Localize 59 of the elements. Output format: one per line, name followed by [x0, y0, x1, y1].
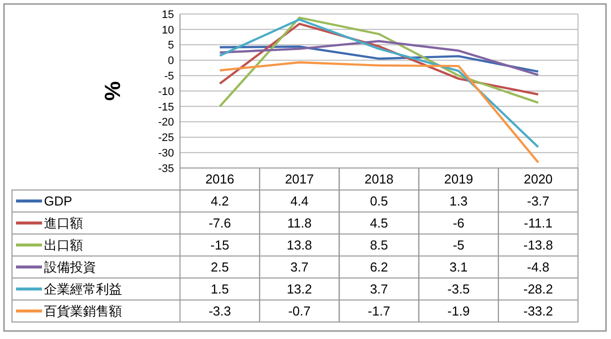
x-tick-label: 2016	[205, 172, 234, 187]
y-tick-label: -10	[158, 86, 174, 98]
y-tick-label: -35	[158, 162, 174, 175]
y-tick-label: 5	[168, 40, 174, 52]
data-label: 6.2	[370, 260, 388, 275]
y-axis-title: %	[100, 81, 125, 101]
y-tick-label: 0	[168, 55, 174, 68]
data-label: -6	[452, 216, 464, 231]
legend-label: GDP	[44, 194, 72, 209]
data-label: -3.3	[208, 304, 232, 319]
data-label: 13.8	[286, 238, 312, 253]
data-label: 8.5	[370, 238, 388, 253]
y-tick-label: 10	[162, 24, 174, 36]
x-tick-label: 2020	[524, 172, 553, 187]
data-label: -33.2	[523, 304, 554, 319]
data-label: -0.7	[288, 304, 311, 319]
data-label: 3.7	[370, 282, 388, 297]
y-tick-label: -30	[158, 147, 174, 160]
data-label: 13.2	[286, 282, 312, 297]
legend-label: 百貨業銷售額	[44, 304, 122, 319]
data-label: -4.8	[526, 260, 550, 275]
line-series	[218, 18, 540, 148]
data-label: -11.1	[524, 216, 553, 231]
data-label: 1.5	[210, 282, 229, 297]
line-series	[218, 46, 540, 73]
y-tick-label: -25	[158, 132, 174, 144]
data-label: -15	[210, 238, 230, 253]
y-tick-label: -5	[164, 70, 174, 82]
line-series	[218, 40, 540, 76]
y-tick-label: -15	[158, 101, 174, 114]
x-tick-label: 2018	[364, 172, 394, 187]
line-series	[218, 22, 540, 96]
data-label: 3.7	[290, 260, 308, 275]
data-label: -7.6	[208, 216, 232, 231]
x-tick-label: 2017	[284, 172, 314, 187]
data-label: -3.7	[526, 194, 550, 209]
data-label: -1.7	[368, 304, 390, 319]
data-label: -28.2	[523, 282, 554, 297]
data-label: 1.3	[450, 194, 468, 209]
legend-label: 企業經常利益	[44, 282, 122, 297]
data-label: 4.5	[370, 216, 388, 231]
legend-label: 設備投資	[44, 260, 96, 275]
x-tick-label: 2019	[444, 172, 474, 187]
data-label: 11.8	[287, 216, 312, 231]
y-tick-label: 15	[162, 8, 174, 21]
legend-label: 出口額	[44, 238, 83, 253]
legend-label: 進口額	[44, 216, 83, 231]
data-label: -13.8	[523, 238, 554, 253]
line-series	[218, 16, 540, 108]
data-label: 0.5	[370, 194, 388, 209]
data-label: -3.5	[447, 282, 470, 297]
data-label: -5	[452, 238, 464, 253]
data-label: -1.9	[447, 304, 470, 319]
line-series	[218, 61, 540, 164]
data-label: 4.4	[290, 194, 308, 209]
data-label: 2.5	[210, 260, 229, 275]
data-label: 3.1	[450, 260, 468, 275]
data-label: 4.2	[210, 194, 229, 209]
y-tick-label: -20	[158, 116, 174, 129]
